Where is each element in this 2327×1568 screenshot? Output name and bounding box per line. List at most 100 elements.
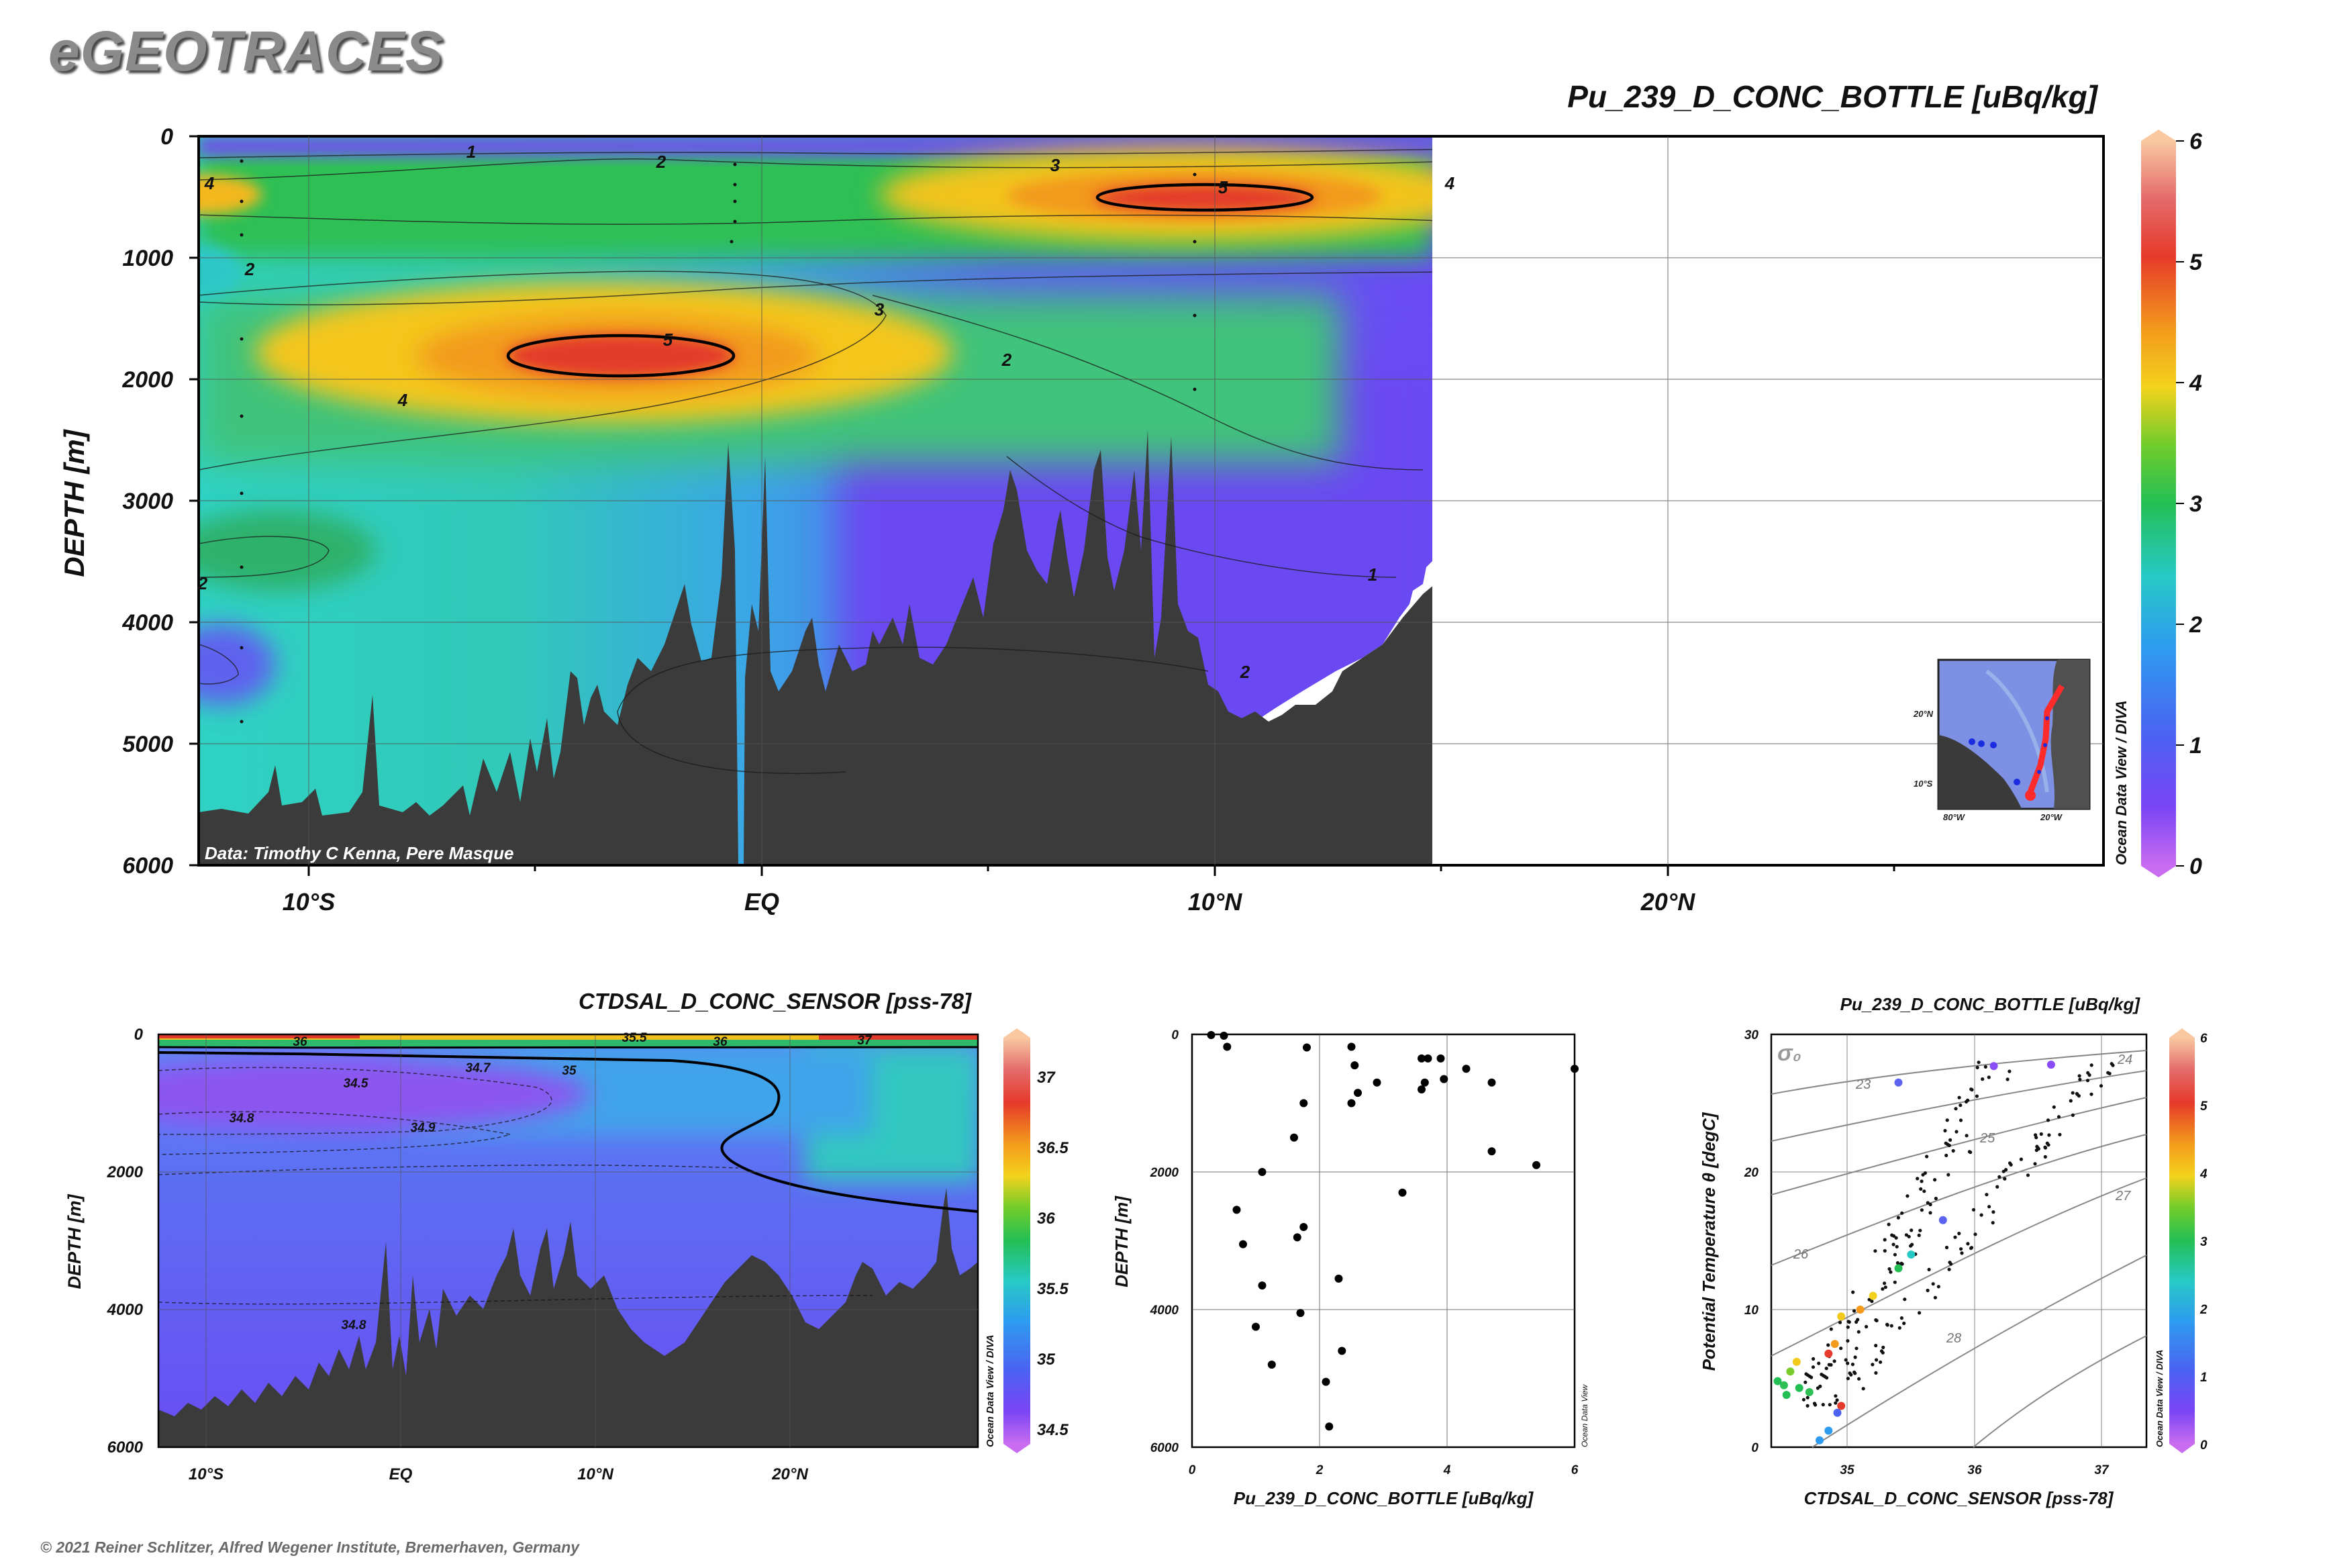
- profile-points: [1207, 1031, 1579, 1431]
- contour-label: 36: [293, 1035, 307, 1049]
- x-tick-label: 10°N: [577, 1465, 613, 1483]
- ts-title: Pu_239_D_CONC_BOTTLE [uBq/kg]: [1840, 994, 2141, 1014]
- profile-data-point: [1418, 1085, 1426, 1093]
- ts-data-point: [1973, 1232, 1977, 1236]
- contour-label: 4: [397, 390, 408, 410]
- ts-colored-point: [1869, 1291, 1877, 1300]
- profile-y-axis-label: DEPTH [m]: [1111, 1195, 1132, 1287]
- ts-data-point: [1804, 1372, 1808, 1376]
- salinity-title: CTDSAL_D_CONC_SENSOR [pss-78]: [579, 989, 972, 1014]
- ts-data-point: [1991, 1221, 1995, 1225]
- x-tick-label: 10°S: [283, 888, 335, 916]
- contour-label: 34.8: [342, 1318, 366, 1332]
- colorbar-tick: 5: [2189, 250, 2203, 275]
- contour-label: 34.5: [344, 1077, 368, 1091]
- ts-data-point: [1936, 1285, 1940, 1289]
- profile-data-point: [1571, 1065, 1579, 1073]
- contour-label: 36: [713, 1035, 728, 1049]
- ts-data-point: [1891, 1242, 1895, 1246]
- y-tick-label: 0: [1171, 1028, 1179, 1042]
- ts-data-point: [1879, 1360, 1883, 1364]
- ts-data-point: [1846, 1325, 1850, 1329]
- salinity-section-plot: 36 35.5 36 37 35 34.5 34.7 34.8 34.9 34.…: [64, 989, 1069, 1483]
- ts-data-point: [1959, 1118, 1963, 1122]
- salinity-colorbar: 37 36.5 36 35.5 35 34.5: [1003, 1028, 1069, 1453]
- ts-data-point: [1887, 1222, 1891, 1226]
- ts-data-point: [1881, 1345, 1885, 1349]
- colorbar-tick: 36.5: [1037, 1139, 1069, 1157]
- ts-data-point: [1865, 1324, 1869, 1329]
- ts-data-point: [1896, 1216, 1900, 1220]
- profile-data-point: [1424, 1054, 1432, 1063]
- ts-data-point: [1801, 1398, 1805, 1402]
- ts-data-point: [1889, 1324, 1893, 1328]
- colorbar-tick: 6: [2189, 129, 2203, 154]
- ts-data-point: [2057, 1115, 2061, 1119]
- contour-label: 2: [1001, 350, 1012, 370]
- ts-data-point: [1852, 1370, 1856, 1374]
- contour-label: 34.8: [230, 1112, 254, 1126]
- ts-colored-point: [1792, 1357, 1801, 1366]
- ts-data-point: [1928, 1211, 1932, 1215]
- profile-data-point: [1347, 1042, 1356, 1051]
- y-tick-label: 4000: [1150, 1304, 1179, 1318]
- profile-x-axis-label: Pu_239_D_CONC_BOTTLE [uBq/kg]: [1234, 1488, 1534, 1508]
- colorbar-tick: 1: [2189, 733, 2202, 758]
- profile-data-point: [1322, 1377, 1330, 1386]
- ts-data-point: [2085, 1079, 2090, 1083]
- ts-data-point: [1870, 1300, 1874, 1304]
- profile-data-point: [1373, 1078, 1381, 1087]
- ts-data-point: [1871, 1363, 1875, 1367]
- inset-tick: 20°W: [2040, 812, 2063, 822]
- y-tick-label: 6000: [122, 853, 173, 879]
- contour-label: 35.5: [622, 1031, 647, 1045]
- profile-data-point: [1220, 1032, 1228, 1040]
- ts-data-point: [1904, 1233, 1908, 1237]
- ts-data-point: [1835, 1398, 1839, 1402]
- profile-data-point: [1440, 1075, 1448, 1083]
- ts-data-point: [1874, 1318, 1878, 1322]
- ts-data-point: [1883, 1281, 1887, 1285]
- isopycnal-label: 25: [1979, 1131, 1995, 1146]
- ts-data-point: [2019, 1157, 2023, 1161]
- contour-label: 1: [466, 142, 476, 162]
- inset-map: 80°W 20°W 20°N 10°S: [1913, 658, 2091, 822]
- ts-colored-point: [1989, 1062, 1998, 1071]
- contour-label: 37: [857, 1034, 873, 1048]
- ts-data-point: [1857, 1377, 1861, 1381]
- ts-data-point: [1889, 1270, 1893, 1274]
- ts-data-point: [1997, 1175, 2001, 1179]
- ts-data-point: [1829, 1327, 1833, 1331]
- ts-data-point: [1919, 1187, 1923, 1191]
- main-contour-5-upper: [1095, 183, 1314, 212]
- ts-data-point: [2077, 1074, 2081, 1078]
- y-tick-label: 2000: [1150, 1166, 1179, 1180]
- ts-data-point: [1824, 1367, 1828, 1371]
- ts-data-point: [1944, 1141, 1948, 1145]
- ts-data-point: [1820, 1373, 1824, 1377]
- ts-data-point: [2089, 1092, 2093, 1096]
- ts-data-point: [1883, 1248, 1887, 1253]
- x-tick-label: 2: [1316, 1463, 1324, 1477]
- ts-data-point: [1850, 1363, 1854, 1367]
- ts-data-point: [1985, 1193, 1989, 1197]
- ts-data-point: [1943, 1128, 1947, 1133]
- ts-data-point: [2004, 1168, 2008, 1172]
- profile-data-point: [1299, 1223, 1308, 1231]
- ts-data-point: [1977, 1061, 1981, 1065]
- ts-data-point: [1846, 1361, 1850, 1365]
- ts-data-point: [1948, 1261, 1952, 1265]
- ts-data-point: [2035, 1144, 2039, 1148]
- ts-colored-point: [1894, 1264, 1903, 1273]
- x-tick-label: 20°N: [1640, 888, 1695, 916]
- contour-label: 1: [1368, 565, 1377, 585]
- ts-data-point: [1903, 1297, 1907, 1302]
- ts-data-point: [1854, 1346, 1859, 1351]
- x-tick-label: 20°N: [771, 1465, 808, 1483]
- ts-data-point: [1979, 1213, 1983, 1217]
- ts-colored-point: [1786, 1367, 1795, 1376]
- profile-data-point: [1436, 1054, 1445, 1063]
- ts-data-point: [1827, 1363, 1831, 1367]
- ts-data-point: [1945, 1118, 1949, 1122]
